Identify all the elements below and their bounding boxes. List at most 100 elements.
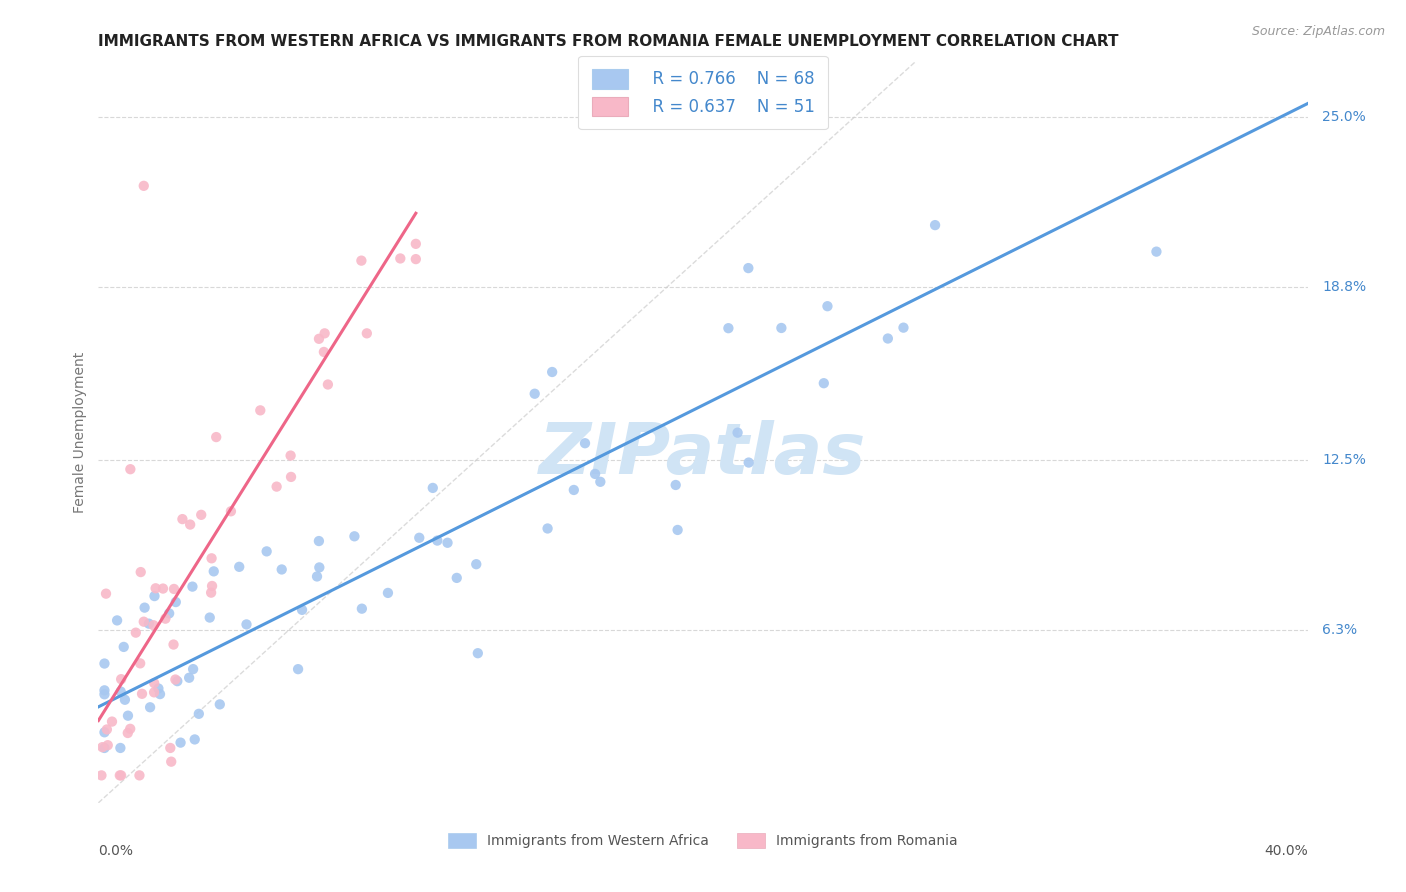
Point (308, 332, 330, 346)
Point (131, 687, 153, 701)
Point (583, 467, 606, 481)
Point (308, 560, 330, 574)
Point (166, 674, 188, 689)
Point (737, 456, 759, 470)
Point (129, 565, 152, 579)
Point (1144, 244, 1167, 259)
Point (93, 683, 115, 698)
Point (97, 738, 120, 752)
Point (314, 326, 336, 341)
Point (574, 436, 596, 450)
Point (93, 687, 115, 701)
Point (114, 692, 136, 706)
Point (589, 475, 612, 489)
Point (405, 236, 427, 251)
Point (160, 755, 183, 769)
Point (256, 544, 278, 558)
Point (291, 603, 314, 617)
Point (770, 321, 793, 335)
Point (165, 595, 187, 609)
Point (132, 615, 155, 629)
Legend: Immigrants from Western Africa, Immigrants from Romania: Immigrants from Western Africa, Immigran… (441, 826, 965, 855)
Text: Source: ZipAtlas.com: Source: ZipAtlas.com (1251, 25, 1385, 38)
Point (817, 299, 839, 313)
Point (666, 523, 689, 537)
Point (187, 706, 209, 721)
Point (467, 646, 489, 660)
Point (169, 736, 191, 750)
Point (110, 741, 132, 756)
Point (389, 252, 412, 266)
Point (665, 478, 688, 492)
Point (312, 345, 335, 359)
Text: 18.8%: 18.8% (1322, 280, 1367, 294)
Point (179, 671, 201, 685)
Point (134, 600, 156, 615)
Point (143, 676, 166, 690)
Point (93, 725, 115, 739)
Point (270, 562, 292, 576)
Point (159, 741, 181, 756)
Y-axis label: Female Unemployment: Female Unemployment (73, 352, 87, 513)
Point (181, 662, 204, 676)
Point (249, 403, 271, 417)
Point (426, 533, 449, 548)
Point (305, 569, 328, 583)
Point (165, 673, 187, 687)
Point (179, 517, 201, 532)
Point (129, 657, 152, 671)
Text: ZIPatlas: ZIPatlas (540, 420, 866, 490)
Point (536, 521, 558, 535)
Point (162, 638, 184, 652)
Point (143, 685, 166, 699)
Point (308, 534, 330, 549)
Point (93, 657, 115, 671)
Point (110, 672, 132, 686)
Point (93, 741, 115, 756)
Point (717, 321, 740, 335)
Point (157, 607, 180, 621)
Point (350, 253, 373, 268)
Point (228, 559, 250, 574)
Point (356, 326, 378, 341)
Point (876, 332, 898, 346)
Point (280, 449, 302, 463)
Point (198, 610, 221, 624)
Text: 25.0%: 25.0% (1322, 111, 1365, 124)
Point (142, 618, 165, 632)
Point (94, 587, 117, 601)
Point (155, 612, 177, 626)
Point (183, 732, 205, 747)
Point (405, 252, 427, 266)
Point (125, 625, 148, 640)
Point (138, 616, 160, 631)
Point (152, 582, 174, 596)
Point (200, 551, 222, 566)
Point (446, 571, 468, 585)
Text: 40.0%: 40.0% (1264, 844, 1308, 857)
Point (105, 614, 128, 628)
Point (422, 481, 444, 495)
Point (101, 714, 124, 729)
Point (201, 579, 224, 593)
Point (91, 740, 114, 755)
Point (120, 722, 142, 736)
Point (110, 768, 132, 782)
Point (436, 535, 458, 549)
Point (287, 662, 309, 676)
Point (280, 470, 302, 484)
Point (562, 483, 585, 497)
Point (235, 617, 257, 632)
Text: 6.3%: 6.3% (1322, 623, 1357, 637)
Text: 0.0%: 0.0% (98, 844, 134, 857)
Point (112, 640, 135, 654)
Point (377, 586, 399, 600)
Point (110, 684, 132, 698)
Point (465, 558, 488, 572)
Point (202, 565, 225, 579)
Point (316, 377, 339, 392)
Point (108, 768, 131, 782)
Point (149, 687, 172, 701)
Point (408, 531, 430, 545)
Point (893, 320, 915, 334)
